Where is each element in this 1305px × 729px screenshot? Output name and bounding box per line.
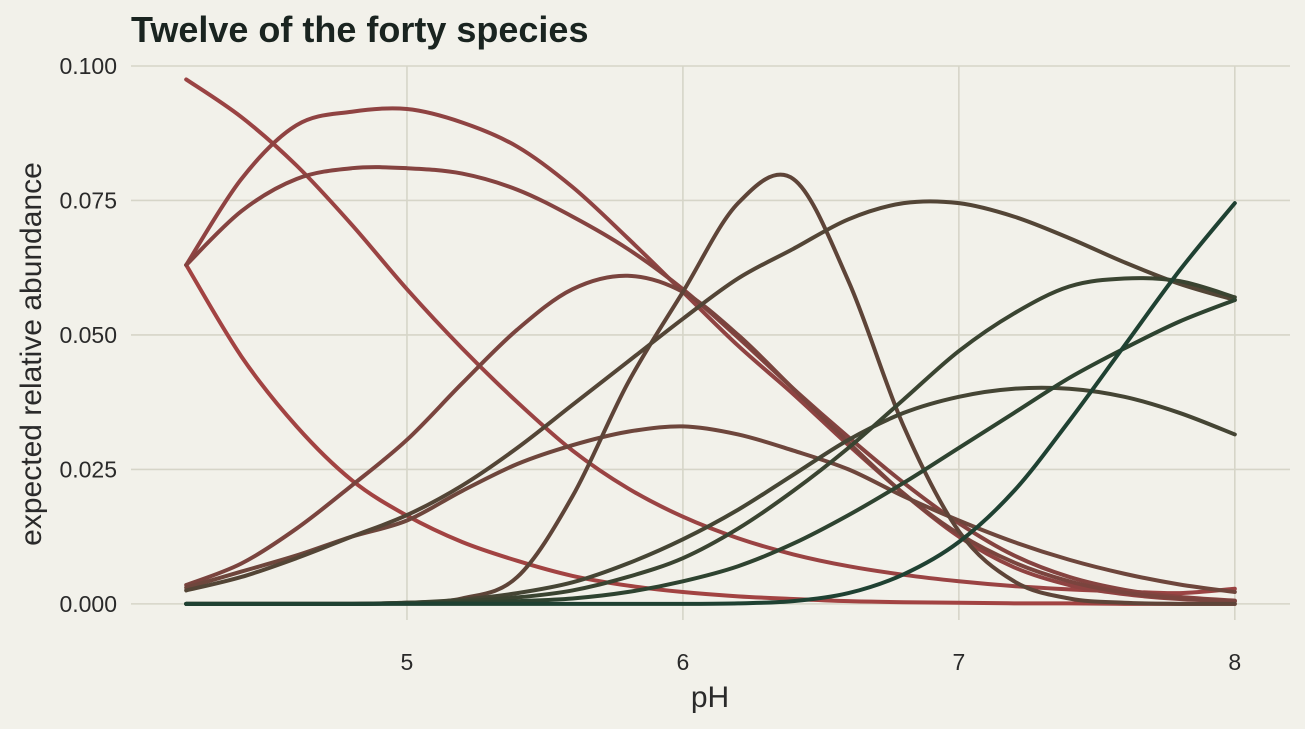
series-line-3 [184, 106, 1237, 604]
y-tick-labels: 0.000 0.025 0.050 0.075 0.100 [59, 53, 117, 617]
x-tick-label: 6 [677, 649, 690, 675]
series-line-11 [184, 297, 1237, 606]
series-line-1 [184, 263, 1237, 606]
y-tick-label: 0.100 [59, 53, 117, 79]
y-tick-label: 0.075 [59, 187, 117, 213]
series-line-6 [184, 424, 1237, 595]
series-line-12 [184, 201, 1237, 606]
series-line-2 [184, 77, 1237, 596]
series-line-8 [184, 199, 1237, 593]
x-axis-label: pH [691, 681, 729, 714]
x-gridlines [406, 66, 1236, 620]
y-axis-label: expected relative abundance [15, 162, 48, 546]
series-layer [184, 77, 1237, 606]
series-line-10 [184, 276, 1237, 606]
x-tick-labels: 5 6 7 8 [401, 649, 1242, 675]
y-tick-label: 0.025 [59, 456, 117, 482]
x-tick-label: 5 [401, 649, 414, 675]
y-tick-label: 0.050 [59, 322, 117, 348]
series-line-4 [184, 165, 1237, 603]
x-tick-label: 7 [952, 649, 965, 675]
x-tick-label: 8 [1228, 649, 1241, 675]
series-line-9 [184, 385, 1237, 606]
series-line-5 [184, 273, 1237, 604]
chart-title: Twelve of the forty species [131, 9, 588, 50]
y-tick-label: 0.000 [59, 591, 117, 617]
